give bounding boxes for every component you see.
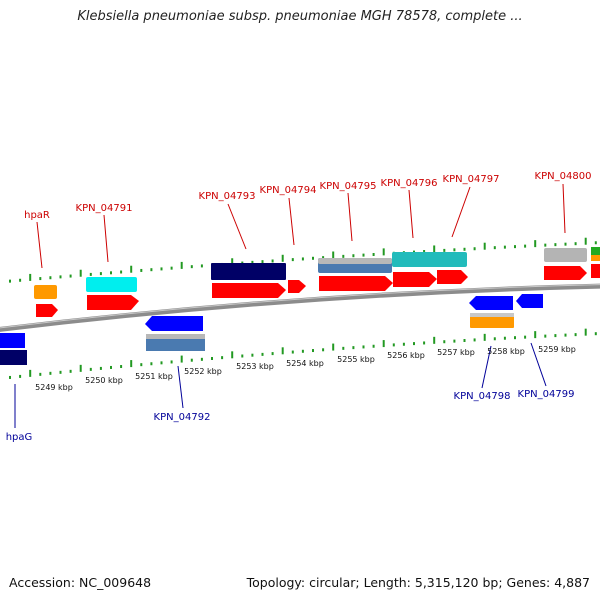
map-title: Klebsiella pneumoniae subsp. pneumoniae … xyxy=(77,9,523,24)
left-edge-blue-gene xyxy=(0,333,25,348)
hpaR-gene[interactable] xyxy=(36,304,58,317)
KPN_04798-outer-box-top xyxy=(470,313,514,317)
KPN_04796-gene[interactable] xyxy=(393,272,437,287)
leader-line-top xyxy=(408,189,414,239)
kbp-label: 5257 kbp xyxy=(437,348,475,357)
kbp-label: 5253 kbp xyxy=(236,362,274,371)
ticks-bottom xyxy=(9,328,597,379)
KPN_04792-outer-box-top xyxy=(146,334,205,339)
kbp-label: 5256 kbp xyxy=(387,351,425,360)
KPN_04798-gene[interactable] xyxy=(469,296,513,310)
KPN_04792-gene[interactable] xyxy=(145,316,203,331)
gene-label-top[interactable]: KPN_04796 xyxy=(381,178,438,189)
KPN_04800-outer-box[interactable] xyxy=(544,248,587,262)
KPN_04794-gene[interactable] xyxy=(288,280,306,293)
leader-line-bottom xyxy=(177,365,184,409)
kbp-labels: 5249 kbp 5250 kbp 5251 kbp 5252 kbp 5253 kbp… xyxy=(35,345,576,392)
leader-line-top xyxy=(562,183,566,234)
gene-label-bottom[interactable]: KPN_04798 xyxy=(454,391,511,402)
leader-line-top xyxy=(288,197,295,246)
KPN_04799-gene[interactable] xyxy=(516,294,543,308)
gene-label-bottom[interactable]: hpaG xyxy=(6,432,33,443)
gene-label-top[interactable]: KPN_04793 xyxy=(199,191,256,202)
KPN_04795-outer-box-top xyxy=(318,258,392,264)
gene-label-top[interactable]: KPN_04795 xyxy=(320,181,377,192)
leader-line-top xyxy=(36,221,43,269)
gene-features xyxy=(0,247,600,365)
leader-line-bottom xyxy=(481,345,492,389)
kbp-label: 5258 kbp xyxy=(487,347,525,356)
kbp-label: 5255 kbp xyxy=(337,355,375,364)
KPN_04795-gene[interactable] xyxy=(319,276,393,291)
genome-backbone xyxy=(0,283,600,332)
gene-label-top[interactable]: KPN_04800 xyxy=(535,171,592,182)
KPN_04791-gene[interactable] xyxy=(87,295,139,310)
leader-line-top xyxy=(347,192,353,242)
gene-label-top[interactable]: hpaR xyxy=(24,210,50,221)
KPN_04796-outer-box[interactable] xyxy=(392,252,467,267)
edge-green-box xyxy=(591,247,600,255)
kbp-label: 5254 kbp xyxy=(286,359,324,368)
gene-label-top[interactable]: KPN_04797 xyxy=(443,174,500,185)
KPN_04800-gene[interactable] xyxy=(544,266,587,280)
edge-orange-box xyxy=(591,255,600,261)
gene-label-bottom[interactable]: KPN_04799 xyxy=(518,389,575,400)
genome-backbone-highlight xyxy=(0,284,600,329)
kbp-label: 5250 kbp xyxy=(85,376,123,385)
label-leader-lines xyxy=(14,183,566,428)
edge-red-gene xyxy=(591,264,600,278)
KPN_04797-gene[interactable] xyxy=(437,270,468,284)
gene-label-bottom[interactable]: KPN_04792 xyxy=(154,412,211,423)
leader-line-top xyxy=(103,214,109,263)
KPN_04793-gene[interactable] xyxy=(212,283,286,298)
kbp-label: 5249 kbp xyxy=(35,383,73,392)
ticks-top xyxy=(9,237,597,283)
hpaR-outer-box[interactable] xyxy=(34,285,57,299)
gene-label-top[interactable]: KPN_04794 xyxy=(260,185,317,196)
KPN_04793-outer-box[interactable] xyxy=(211,263,286,280)
footer-topology: Topology: circular; Length: 5,315,120 bp… xyxy=(246,575,590,590)
hpaG-outer-box[interactable] xyxy=(0,350,27,365)
footer-accession: Accession: NC_009648 xyxy=(9,575,152,590)
gene-labels: hpaR KPN_04791 KPN_04793 KPN_04794 KPN_04795… xyxy=(6,171,592,443)
gene-label-top[interactable]: KPN_04791 xyxy=(76,203,133,214)
leader-line-bottom xyxy=(530,342,547,387)
kbp-label: 5252 kbp xyxy=(184,367,222,376)
kbp-label: 5251 kbp xyxy=(135,372,173,381)
KPN_04791-outer-box[interactable] xyxy=(86,277,137,292)
leader-line-top xyxy=(451,186,471,238)
kbp-label: 5259 kbp xyxy=(538,345,576,354)
leader-line-top xyxy=(227,203,247,250)
